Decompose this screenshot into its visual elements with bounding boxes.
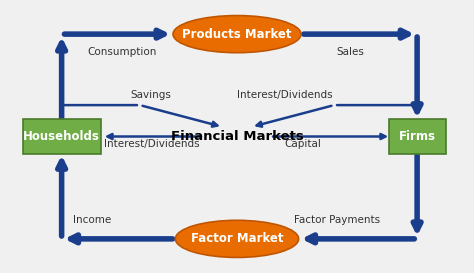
Ellipse shape: [173, 16, 301, 53]
Text: Savings: Savings: [130, 90, 171, 100]
FancyBboxPatch shape: [23, 120, 100, 153]
Text: Interest/Dividends: Interest/Dividends: [104, 139, 200, 149]
Text: Products Market: Products Market: [182, 28, 292, 41]
Text: Sales: Sales: [337, 47, 365, 57]
Text: Financial Markets: Financial Markets: [171, 130, 303, 143]
Text: Households: Households: [23, 130, 100, 143]
Text: Interest/Dividends: Interest/Dividends: [237, 90, 333, 100]
FancyBboxPatch shape: [389, 120, 446, 153]
Text: Firms: Firms: [399, 130, 436, 143]
Text: Factor Payments: Factor Payments: [294, 215, 380, 225]
Text: Income: Income: [73, 215, 112, 225]
Text: Consumption: Consumption: [88, 47, 157, 57]
Text: Capital: Capital: [284, 139, 321, 149]
Text: Factor Market: Factor Market: [191, 232, 283, 245]
Ellipse shape: [175, 220, 299, 257]
